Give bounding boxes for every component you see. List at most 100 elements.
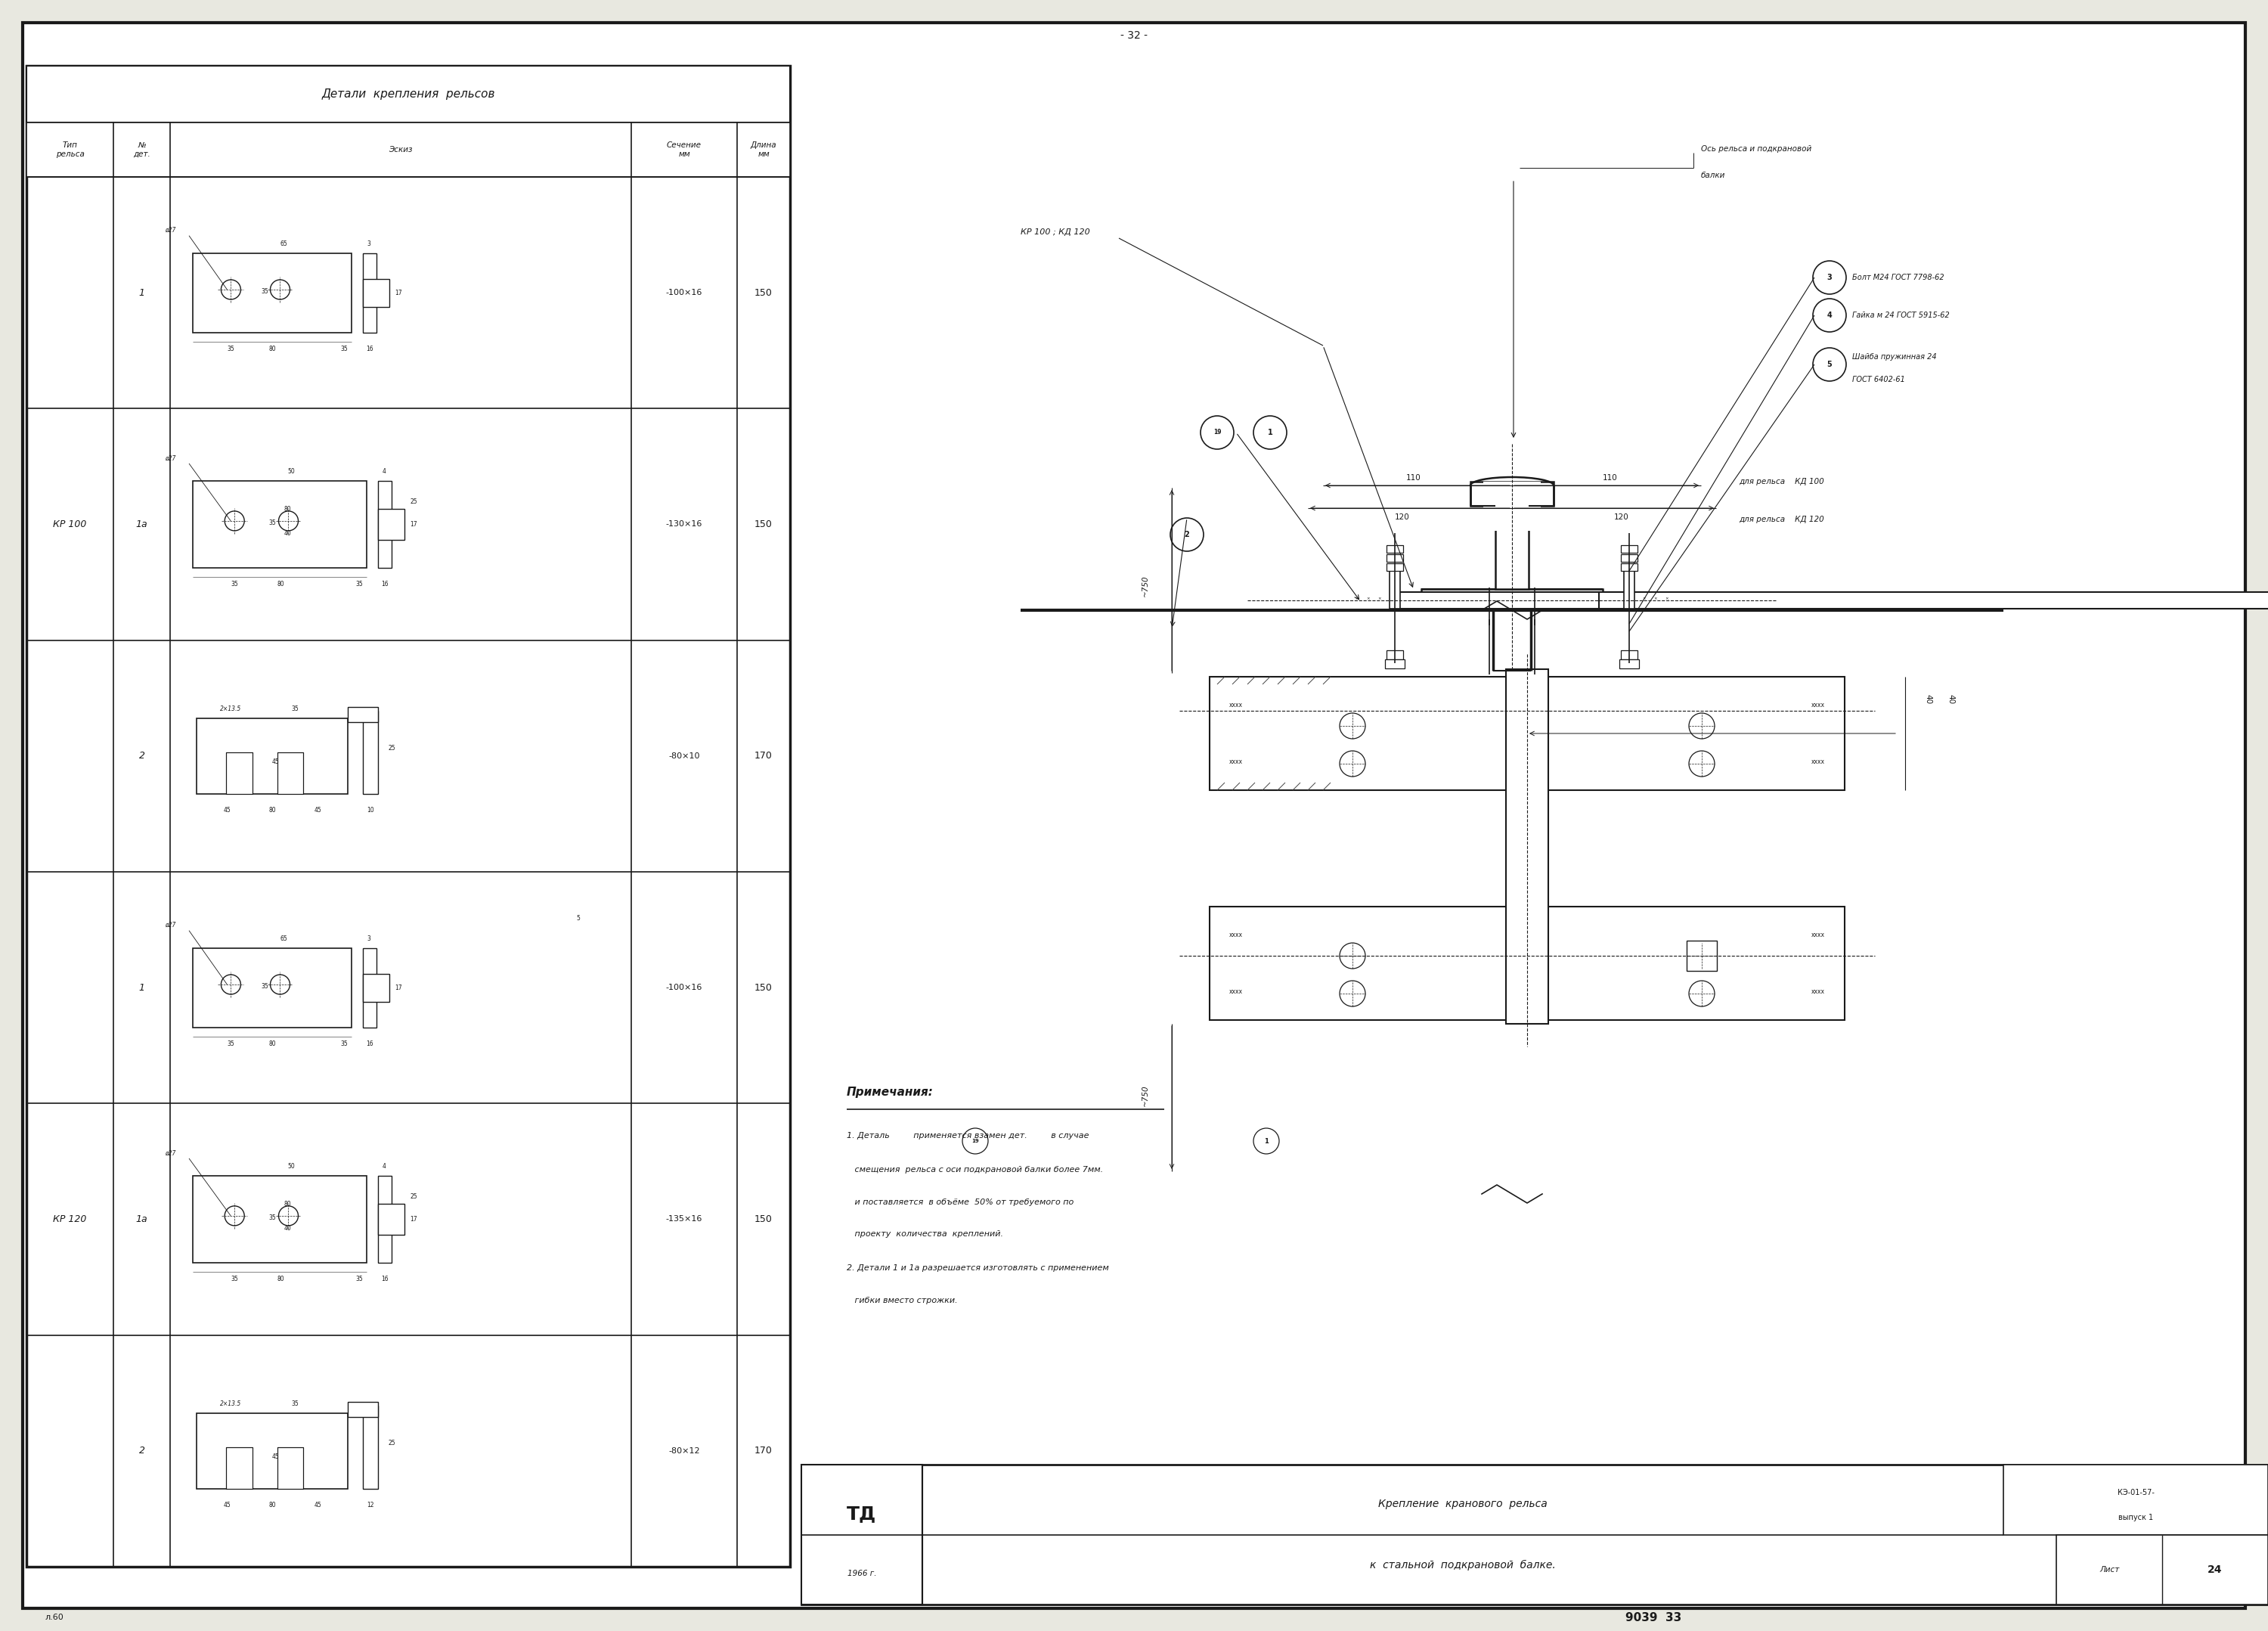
Bar	[193, 253, 352, 333]
Text: 170: 170	[755, 752, 773, 762]
Bar	[1386, 555, 1404, 561]
Text: л.60: л.60	[45, 1613, 64, 1621]
Text: Детали  крепления  рельсов: Детали крепления рельсов	[322, 88, 494, 99]
Text: ×: ×	[1356, 597, 1359, 600]
Bar	[363, 948, 376, 1028]
Text: 2: 2	[138, 752, 145, 762]
Text: 120: 120	[1615, 514, 1628, 520]
Text: 25: 25	[388, 1440, 395, 1447]
Bar	[193, 481, 367, 568]
Text: Болт М24 ГОСТ 7798-62: Болт М24 ГОСТ 7798-62	[1853, 274, 1944, 281]
Bar	[1619, 659, 1640, 669]
Text: 150: 150	[755, 519, 773, 530]
Text: 25: 25	[411, 499, 417, 506]
Bar	[277, 752, 304, 794]
Text: 35: 35	[261, 983, 268, 990]
Text: 45: 45	[222, 1502, 231, 1509]
Text: 2×13.5: 2×13.5	[220, 1401, 240, 1408]
Text: 110: 110	[1406, 475, 1422, 481]
Text: ~750: ~750	[1141, 576, 1150, 597]
Text: 25: 25	[411, 1194, 417, 1200]
Text: Шайба пружинная 24: Шайба пружинная 24	[1853, 354, 1937, 360]
Text: - 32 -: - 32 -	[1120, 31, 1148, 41]
Text: 150: 150	[755, 287, 773, 298]
Bar	[347, 706, 379, 723]
Bar	[1209, 907, 1844, 1019]
Text: ø27: ø27	[166, 1150, 175, 1156]
Text: 1: 1	[138, 287, 145, 298]
Bar	[363, 711, 379, 794]
Text: Тип
рельса: Тип рельса	[57, 142, 84, 158]
Bar	[1386, 651, 1404, 659]
Text: -135×16: -135×16	[667, 1215, 703, 1223]
Text: 35: 35	[231, 1275, 238, 1284]
Text: 24: 24	[2207, 1564, 2223, 1576]
Bar	[227, 752, 252, 794]
Bar	[27, 65, 789, 122]
Text: КР 100: КР 100	[52, 519, 86, 530]
Text: 10: 10	[367, 807, 374, 814]
Text: -80×10: -80×10	[669, 752, 701, 760]
Text: 80: 80	[284, 506, 290, 512]
Text: 35: 35	[261, 287, 268, 295]
Text: 80: 80	[270, 1041, 277, 1047]
Bar	[227, 1447, 252, 1489]
Bar	[227, 752, 252, 794]
Bar	[2057, 1535, 2268, 1605]
Text: 3: 3	[367, 936, 370, 943]
Bar	[379, 509, 404, 540]
Bar	[1506, 669, 1549, 1024]
Text: ×: ×	[1379, 597, 1381, 600]
Text: КР 100 ; КД 120: КР 100 ; КД 120	[1021, 228, 1091, 236]
Text: 80: 80	[284, 1200, 290, 1207]
Text: 17: 17	[395, 983, 401, 992]
Text: 1: 1	[1268, 429, 1272, 437]
Bar	[1386, 545, 1404, 553]
Text: 45: 45	[313, 1502, 322, 1509]
Circle shape	[1170, 519, 1204, 551]
Text: xxxx: xxxx	[1229, 931, 1243, 938]
Bar	[1622, 555, 1637, 561]
Bar	[193, 1176, 367, 1262]
Bar	[363, 279, 390, 307]
Text: 35: 35	[290, 1401, 299, 1408]
Bar	[277, 1447, 304, 1489]
Text: -100×16: -100×16	[667, 289, 703, 297]
Text: ГОСТ 6402-61: ГОСТ 6402-61	[1853, 375, 1905, 383]
Bar	[277, 1447, 304, 1489]
Text: 40: 40	[284, 1225, 290, 1231]
Text: 40: 40	[1946, 695, 1955, 705]
Text: -100×16: -100×16	[667, 983, 703, 992]
Text: Гайка м 24 ГОСТ 5915-62: Гайка м 24 ГОСТ 5915-62	[1853, 312, 1950, 320]
Text: xxxx: xxxx	[1812, 931, 1826, 938]
Text: 9039  33: 9039 33	[1626, 1611, 1681, 1623]
Bar	[801, 1465, 923, 1605]
Text: 35: 35	[268, 519, 277, 527]
Text: КР 120: КР 120	[52, 1215, 86, 1225]
Bar	[379, 1176, 392, 1262]
Text: 16: 16	[381, 581, 388, 587]
Text: гибки вместо строжки.: гибки вместо строжки.	[846, 1297, 957, 1305]
Circle shape	[962, 1129, 989, 1153]
Bar	[1422, 589, 1603, 610]
Text: ~750: ~750	[1141, 1085, 1150, 1106]
Text: 16: 16	[365, 1041, 374, 1047]
Text: смещения  рельса с оси подкрановой балки более 7мм.: смещения рельса с оси подкрановой балки …	[846, 1166, 1102, 1174]
Bar	[1390, 571, 1399, 608]
Text: 50: 50	[288, 1163, 295, 1169]
Text: 5: 5	[576, 915, 581, 922]
Text: 65: 65	[279, 936, 288, 943]
Text: 110: 110	[1603, 475, 1617, 481]
Text: 17: 17	[411, 1215, 417, 1223]
Bar	[193, 948, 352, 1028]
Text: 1966 г.: 1966 г.	[848, 1571, 875, 1577]
Text: Сечение
мм: Сечение мм	[667, 142, 701, 158]
Text: балки: балки	[1701, 171, 1726, 179]
Text: ×: ×	[1368, 597, 1370, 600]
Text: 4: 4	[383, 468, 386, 475]
Text: 80: 80	[277, 581, 284, 587]
Text: ТД: ТД	[846, 1504, 878, 1523]
Text: ø27: ø27	[166, 227, 175, 233]
Text: 1: 1	[138, 983, 145, 993]
Text: 80: 80	[277, 1275, 284, 1284]
